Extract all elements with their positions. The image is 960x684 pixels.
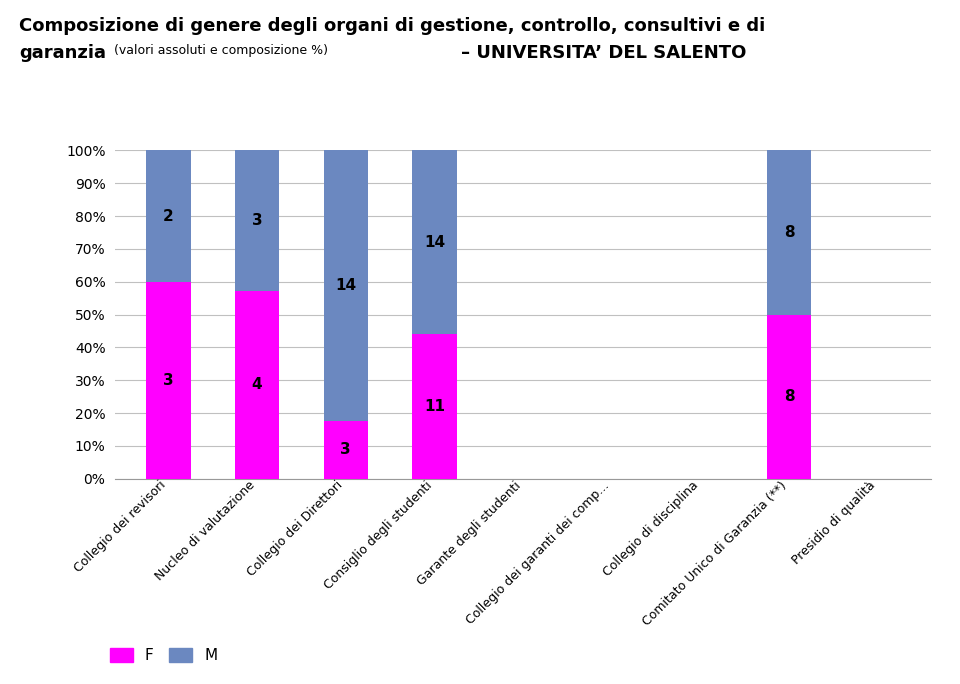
Text: 11: 11 [424, 399, 445, 414]
Bar [235, 291, 279, 479]
Text: (valori assoluti e composizione %): (valori assoluti e composizione %) [110, 44, 332, 57]
Text: Consiglio degli studenti: Consiglio degli studenti [322, 479, 435, 592]
Text: Collegio dei revisori: Collegio dei revisori [72, 479, 168, 575]
Bar [235, 150, 279, 291]
Text: Presidio di qualità: Presidio di qualità [790, 479, 878, 567]
Bar [767, 150, 811, 315]
Text: 14: 14 [335, 278, 356, 293]
Text: 8: 8 [784, 389, 795, 404]
Bar [324, 421, 368, 479]
Text: Nucleo di valutazione: Nucleo di valutazione [153, 479, 257, 583]
Bar [146, 282, 191, 479]
Bar [413, 334, 457, 479]
Legend: F, M: F, M [104, 642, 224, 670]
Text: 4: 4 [252, 378, 262, 393]
Text: Composizione di genere degli organi di gestione, controllo, consultivi e di: Composizione di genere degli organi di g… [19, 17, 765, 35]
Text: – UNIVERSITA’ DEL SALENTO: – UNIVERSITA’ DEL SALENTO [461, 44, 746, 62]
Text: 14: 14 [424, 235, 445, 250]
Text: 2: 2 [163, 209, 174, 224]
Text: garanzia: garanzia [19, 44, 107, 62]
Text: Collegio dei Direttori: Collegio dei Direttori [245, 479, 346, 579]
Text: 8: 8 [784, 225, 795, 240]
Bar [324, 150, 368, 421]
Text: Collegio dei garanti dei comp...: Collegio dei garanti dei comp... [464, 479, 612, 627]
Text: 3: 3 [341, 443, 351, 458]
Bar [146, 150, 191, 282]
Bar [413, 150, 457, 334]
Text: Garante degli studenti: Garante degli studenti [415, 479, 523, 588]
Bar [767, 315, 811, 479]
Text: Comitato Unico di Garanzia (**): Comitato Unico di Garanzia (**) [640, 479, 789, 628]
Text: 3: 3 [163, 373, 174, 388]
Text: 3: 3 [252, 213, 262, 228]
Text: Collegio di disciplina: Collegio di disciplina [600, 479, 701, 579]
